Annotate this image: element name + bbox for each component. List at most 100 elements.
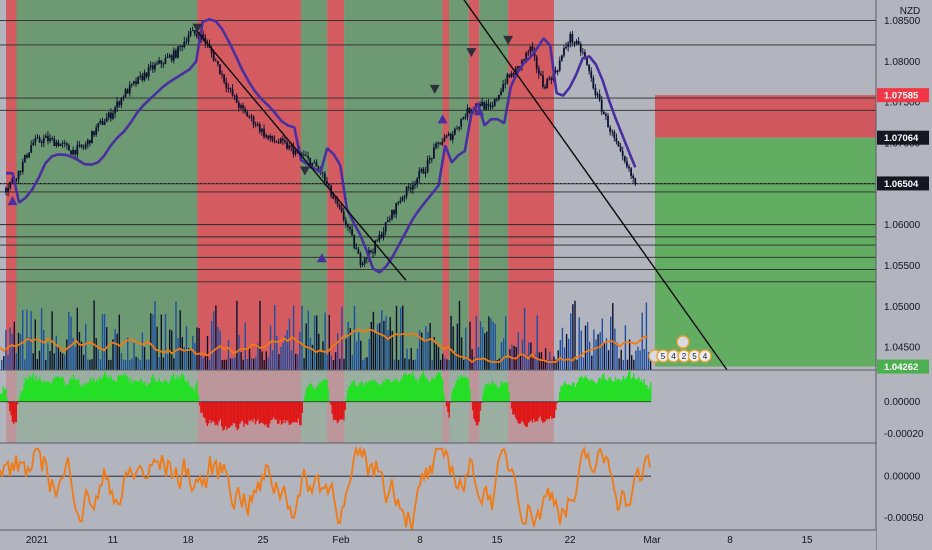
oscillator-bar: [84, 382, 86, 402]
signal-zone: [197, 0, 301, 370]
volume-bar: [278, 354, 280, 370]
oscillator-bar: [438, 371, 440, 402]
candle-body: [68, 145, 70, 151]
oscillator-bar: [37, 379, 40, 402]
oscillator-bar: [239, 401, 241, 424]
volume-bar: [32, 353, 34, 370]
oscillator-bar: [564, 381, 566, 402]
oscillator-bar: [13, 401, 15, 424]
candle-body: [30, 145, 33, 153]
volume-bar: [355, 341, 358, 370]
candle-body: [537, 68, 540, 75]
volume-bar: [334, 352, 337, 370]
candle-body: [399, 200, 402, 203]
candle-body: [577, 40, 580, 45]
volume-bar: [91, 359, 93, 370]
candle-body: [277, 142, 280, 144]
volume-bar: [45, 359, 47, 370]
volume-bar: [85, 323, 87, 370]
oscillator-bar: [321, 381, 323, 402]
volume-bar: [578, 317, 580, 370]
oscillator-bar: [448, 401, 450, 418]
candle-body: [47, 135, 49, 142]
volume-bar: [582, 357, 585, 370]
candle-body: [588, 64, 591, 72]
volume-bar: [213, 311, 215, 370]
oscillator-bar: [208, 401, 210, 424]
volume-bar: [47, 343, 49, 370]
volume-bar: [261, 351, 263, 370]
oscillator-bar: [344, 401, 346, 411]
oscillator-bar: [174, 379, 176, 402]
oscillator-bar: [419, 376, 422, 402]
volume-bar: [223, 359, 225, 370]
oscillator-tick-label: -0.00020: [884, 429, 924, 440]
volume-bar: [448, 359, 450, 370]
oscillator-bar: [382, 381, 384, 402]
oscillator-bar: [256, 401, 258, 422]
oscillator-bar: [291, 401, 293, 423]
candle-body: [506, 74, 509, 84]
candle-body: [558, 60, 561, 71]
price-tick-label: 1.07500: [884, 98, 921, 109]
volume-bar: [232, 358, 234, 370]
oscillator-bar: [280, 401, 283, 425]
candle-body: [170, 55, 173, 61]
oscillator-bar: [534, 401, 536, 423]
oscillator-bar: [114, 381, 116, 402]
oscillator-bar: [336, 401, 339, 424]
oscillator-bar: [430, 379, 432, 402]
volume-bar: [259, 300, 261, 370]
oscillator-bar: [217, 401, 219, 426]
candle-body: [630, 168, 632, 176]
oscillator-bar: [54, 377, 56, 402]
volume-bar: [11, 333, 13, 370]
volume-bar: [246, 359, 249, 370]
oscillator-bar: [418, 378, 420, 402]
volume-bar: [110, 359, 112, 370]
volume-bar: [76, 307, 78, 370]
candle-body: [281, 138, 284, 141]
candle-body: [221, 73, 223, 75]
volume-bar: [166, 353, 169, 370]
oscillator-bar: [638, 377, 640, 402]
oscillator-bar: [514, 401, 517, 418]
candle-body: [527, 52, 530, 54]
oscillator-bar: [479, 401, 482, 411]
oscillator-bar: [297, 401, 300, 419]
oscillator-bar: [640, 379, 643, 402]
oscillator-bar: [182, 373, 184, 402]
candle-body: [592, 77, 595, 89]
candle-body: [531, 46, 534, 51]
candle-body: [363, 258, 366, 264]
volume-bar: [372, 311, 375, 370]
volume-bar: [318, 333, 320, 370]
oscillator-bar: [65, 385, 67, 402]
candle-body: [302, 154, 305, 156]
candle-body: [5, 187, 7, 192]
volume-bar: [307, 310, 309, 370]
oscillator-bar: [490, 384, 492, 402]
oscillator-bar: [408, 374, 410, 402]
volume-bar: [612, 303, 614, 370]
volume-bar: [649, 359, 652, 370]
candle-body: [38, 137, 41, 142]
candle-body: [309, 157, 312, 167]
oscillator-bar: [643, 378, 645, 402]
candle-body: [393, 210, 395, 215]
candle-body: [219, 64, 221, 74]
oscillator-bar: [405, 374, 407, 402]
oscillator-bar: [583, 377, 586, 402]
oscillator-bar: [520, 401, 522, 424]
candle-body: [181, 46, 184, 48]
candle-body: [466, 108, 469, 117]
volume-bar: [53, 353, 55, 370]
oscillator-bar: [530, 401, 532, 421]
volume-bar: [626, 359, 629, 370]
signal-zone: [449, 0, 469, 370]
volume-bar: [112, 339, 114, 370]
oscillator-tick-label: 0.00000: [884, 397, 921, 408]
volume-bar: [460, 337, 463, 370]
